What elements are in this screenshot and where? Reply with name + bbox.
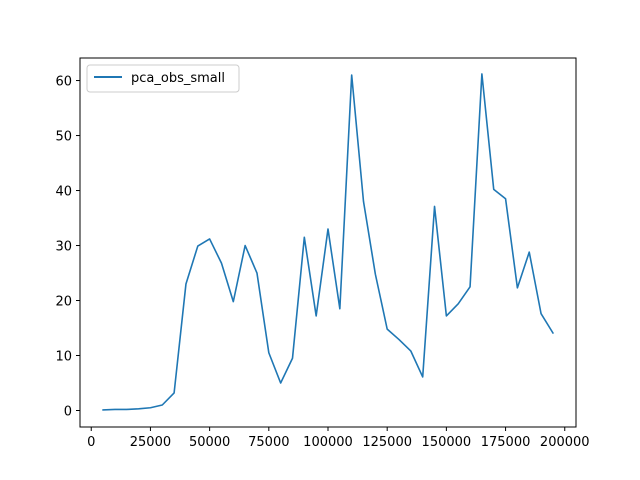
x-tick-label: 150000 — [422, 435, 472, 450]
y-tick-label: 10 — [55, 350, 72, 365]
legend-label: pca_obs_small — [131, 71, 225, 86]
x-tick-label: 200000 — [540, 435, 590, 450]
x-tick-label: 75000 — [248, 435, 289, 450]
y-tick-label: 0 — [64, 405, 72, 420]
y-tick-label: 30 — [55, 240, 72, 255]
x-tick-label: 25000 — [130, 435, 171, 450]
y-tick-label: 20 — [55, 295, 72, 310]
x-tick-label: 175000 — [481, 435, 531, 450]
x-tick-label: 0 — [87, 435, 95, 450]
y-tick-label: 50 — [55, 130, 72, 145]
y-tick-label: 40 — [55, 185, 72, 200]
x-tick-label: 125000 — [362, 435, 412, 450]
legend-box — [86, 64, 240, 93]
series-line-pca_obs_small — [102, 73, 555, 411]
x-tick-label: 50000 — [189, 435, 230, 450]
plot-layer — [102, 73, 555, 411]
x-tick-label: 100000 — [303, 435, 353, 450]
axes-layer: 0 25000 50000 75000 100000 125000 150000 175000… — [55, 57, 590, 450]
legend: pca_obs_small — [86, 64, 240, 93]
y-tick-label: 60 — [55, 75, 72, 90]
